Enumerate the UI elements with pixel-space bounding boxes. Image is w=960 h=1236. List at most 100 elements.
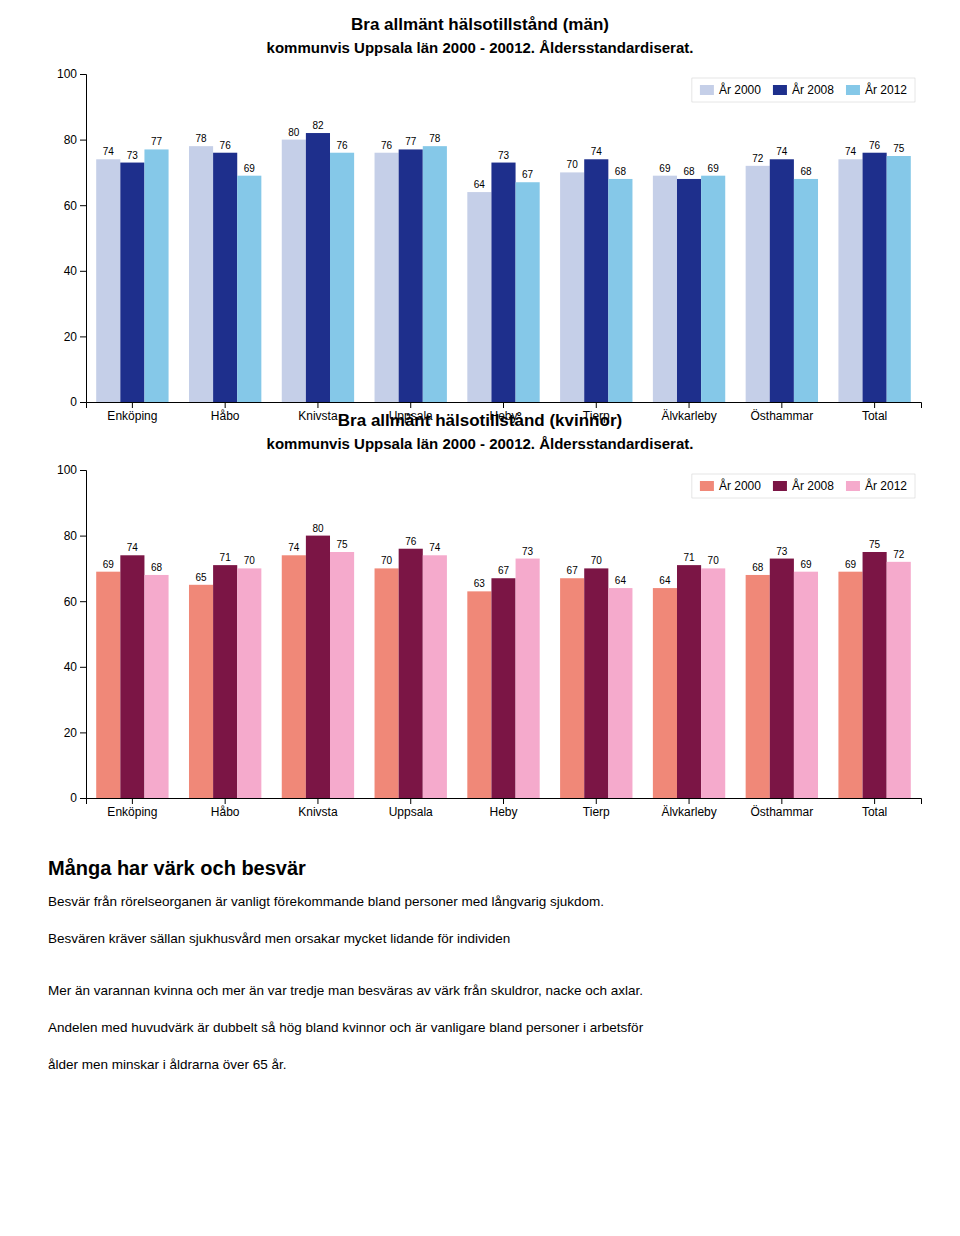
y-tick: 40 (64, 264, 86, 278)
data-labels: 7478807664706972747376827773746874767769… (103, 120, 905, 190)
x-tick-label: Total (862, 409, 887, 423)
text-line: Besvär från rörelseorganen är vanligt fö… (48, 894, 604, 909)
data-label: 73 (522, 546, 534, 557)
x-tick-mark (596, 798, 597, 804)
bar (794, 179, 818, 402)
x-tick-label: Östhammar (750, 805, 813, 819)
series (96, 555, 862, 798)
data-label: 68 (800, 166, 812, 177)
y-tick-label: 0 (70, 395, 77, 409)
bar (375, 568, 399, 798)
series (96, 140, 862, 402)
bar (608, 179, 632, 402)
bar (213, 565, 237, 798)
bar (653, 588, 677, 798)
y-axis: 020406080100 (57, 463, 87, 805)
bar (516, 182, 540, 402)
data-label: 70 (591, 555, 603, 566)
y-axis-line (80, 471, 87, 799)
data-label: 70 (567, 159, 579, 170)
x-tick-mark (317, 798, 318, 804)
y-tick-mark (80, 601, 86, 602)
x-tick-label: Knivsta (298, 805, 338, 819)
x-tick-mark (689, 402, 690, 408)
legend-swatch (846, 85, 860, 95)
data-label: 74 (429, 542, 441, 553)
y-tick-label: 80 (64, 529, 78, 543)
y-tick-label: 60 (64, 595, 78, 609)
x-tick: Knivsta (298, 402, 338, 423)
x-tick-label: Älvkarleby (661, 805, 716, 819)
bar (423, 146, 447, 402)
y-tick-mark (80, 402, 86, 403)
bar (144, 149, 168, 402)
x-tick-mark (410, 798, 411, 804)
x-tick: Älvkarleby (661, 402, 716, 423)
y-tick-mark (80, 271, 86, 272)
bar (399, 549, 423, 798)
legend-swatch (700, 85, 714, 95)
x-tick-mark (317, 402, 318, 408)
x-tick-label: Håbo (211, 409, 240, 423)
y-tick-label: 100 (57, 463, 77, 477)
data-label: 76 (381, 140, 393, 151)
bar (584, 568, 608, 798)
y-tick-label: 80 (64, 133, 78, 147)
x-tick: Östhammar (750, 402, 813, 423)
x-tick-label: Älvkarleby (661, 409, 716, 423)
y-tick: 20 (64, 330, 86, 344)
x-tick-mark (781, 798, 782, 804)
text-section: Många har värk och besvärBesvär från rör… (48, 857, 644, 1072)
data-label: 75 (893, 143, 905, 154)
y-tick-label: 20 (64, 330, 78, 344)
data-label: 74 (127, 542, 139, 553)
x-tick: Knivsta (298, 798, 338, 819)
y-tick-label: 20 (64, 726, 78, 740)
x-tick-mark (874, 402, 875, 408)
bar (560, 578, 584, 798)
bar (677, 179, 701, 402)
text-line: ålder men minskar i åldrarna över 65 år. (48, 1057, 287, 1072)
x-tick-label: Total (862, 805, 887, 819)
y-tick: 0 (70, 395, 86, 409)
bar (423, 555, 447, 798)
series (120, 133, 886, 402)
x-tick-mark (410, 402, 411, 408)
bars (96, 536, 911, 798)
x-axis: EnköpingHåboKnivstaUppsalaHebyTierpÄlvka… (87, 798, 922, 819)
x-tick-label: Enköping (107, 805, 157, 819)
bar (770, 559, 794, 798)
chart: Bra allmänt hälsotillstånd (män)kommunvi… (57, 15, 922, 423)
data-label: 68 (752, 562, 764, 573)
bar (306, 133, 330, 402)
bar (330, 153, 354, 402)
x-tick-mark (781, 402, 782, 408)
x-tick-mark (503, 798, 504, 804)
legend-label: År 2012 (865, 478, 907, 493)
bars (96, 133, 911, 402)
bar (701, 568, 725, 798)
bar (237, 176, 261, 402)
x-tick-label: Knivsta (298, 409, 338, 423)
data-label: 69 (103, 559, 115, 570)
data-label: 74 (776, 146, 788, 157)
data-label: 76 (337, 140, 349, 151)
legend-label: År 2008 (792, 478, 834, 493)
y-tick-mark (80, 140, 86, 141)
bar (770, 159, 794, 402)
chart-title: Bra allmänt hälsotillstånd (män) (351, 15, 609, 34)
y-tick: 40 (64, 660, 86, 674)
series (120, 536, 886, 798)
data-label: 78 (429, 133, 441, 144)
y-tick-mark (80, 536, 86, 537)
y-tick: 100 (57, 67, 86, 81)
bar (608, 588, 632, 798)
data-label: 64 (659, 575, 671, 586)
x-tick-mark (689, 798, 690, 804)
bar (491, 163, 515, 402)
y-tick-mark (80, 470, 86, 471)
legend-frame (692, 474, 915, 498)
x-tick: Total (862, 402, 887, 423)
bar (746, 575, 770, 798)
y-tick-mark (80, 205, 86, 206)
